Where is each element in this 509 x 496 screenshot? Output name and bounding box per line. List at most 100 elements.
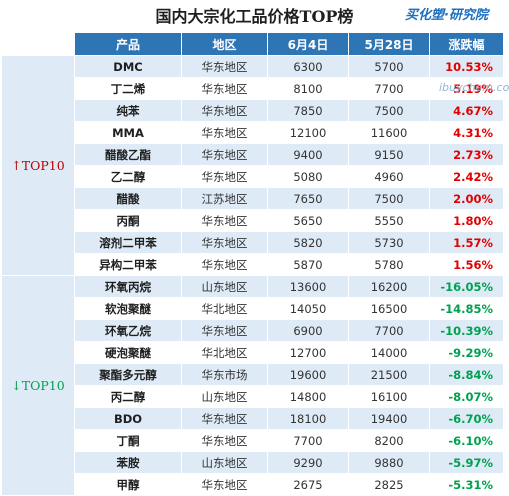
- price-jun4-cell: 12700: [267, 341, 349, 364]
- price-jun4-cell: 5080: [267, 165, 349, 188]
- table-row: 乙二醇 华东地区 5080 4960 2.42%: [2, 165, 504, 188]
- change-cell: 2.42%: [429, 165, 504, 188]
- product-cell: 软泡聚醚: [74, 297, 182, 320]
- header: 国内大宗化工品价格TOP榜 买化塑·研究院: [0, 0, 509, 31]
- region-cell: 江苏地区: [181, 187, 268, 210]
- group-label-up: ↑TOP10: [1, 55, 75, 276]
- region-cell: 华东地区: [181, 121, 268, 144]
- header-may28: 5月28日: [348, 32, 430, 56]
- price-jun4-cell: 14050: [267, 297, 349, 320]
- price-jun4-cell: 8100: [267, 77, 349, 100]
- table-row: ↓TOP10 环氧丙烷 山东地区 13600 16200 -16.05%: [1, 275, 504, 496]
- table-row: 硬泡聚醚 华北地区 12700 14000 -9.29%: [2, 341, 504, 364]
- price-may28-cell: 7700: [348, 319, 430, 342]
- region-cell: 华东地区: [181, 209, 268, 232]
- price-jun4-cell: 6900: [267, 319, 349, 342]
- change-cell: -10.39%: [429, 319, 504, 342]
- price-may28-cell: 8200: [348, 429, 430, 452]
- region-cell: 华东市场: [181, 363, 268, 386]
- watermark: ibuychem.com: [439, 81, 509, 94]
- table-row: 丙酮 华东地区 5650 5550 1.80%: [2, 209, 504, 232]
- region-cell: 华东地区: [181, 99, 268, 122]
- price-may28-cell: 14000: [348, 341, 430, 364]
- table-row: ↑TOP10 DMC 华东地区 6300 5700 10.53%: [1, 55, 504, 276]
- table-row: 丁酮 华东地区 7700 8200 -6.10%: [2, 429, 504, 452]
- product-cell: 硬泡聚醚: [74, 341, 182, 364]
- table-row: BDO 华东地区 18100 19400 -6.70%: [2, 407, 504, 430]
- change-cell: -6.70%: [429, 407, 504, 430]
- change-cell: -6.10%: [429, 429, 504, 452]
- price-may28-cell: 5550: [348, 209, 430, 232]
- product-cell: 纯苯: [74, 99, 182, 122]
- price-jun4-cell: 7850: [267, 99, 349, 122]
- change-cell: -16.05%: [429, 275, 504, 298]
- product-cell: 环氧乙烷: [74, 319, 182, 342]
- price-may28-cell: 19400: [348, 407, 430, 430]
- price-jun4-cell: 5820: [267, 231, 349, 254]
- price-jun4-cell: 2675: [267, 473, 349, 496]
- price-may28-cell: 7500: [348, 99, 430, 122]
- region-cell: 华北地区: [181, 297, 268, 320]
- region-cell: 华东地区: [181, 55, 268, 78]
- region-cell: 华东地区: [181, 143, 268, 166]
- region-cell: 山东地区: [181, 385, 268, 408]
- change-cell: 4.31%: [429, 121, 504, 144]
- price-jun4-cell: 18100: [267, 407, 349, 430]
- region-cell: 华东地区: [181, 429, 268, 452]
- product-cell: MMA: [74, 121, 182, 144]
- table-row: 异构二甲苯 华东地区 5870 5780 1.56%: [2, 253, 504, 276]
- group-label-down: ↓TOP10: [1, 275, 75, 496]
- table-row: 苯胺 山东地区 9290 9880 -5.97%: [2, 451, 504, 474]
- table-row: 醋酸 江苏地区 7650 7500 2.00%: [2, 187, 504, 210]
- header-change: 涨跌幅: [429, 32, 504, 56]
- region-cell: 华东地区: [181, 473, 268, 496]
- change-cell: -8.07%: [429, 385, 504, 408]
- price-may28-cell: 5730: [348, 231, 430, 254]
- change-cell: 1.57%: [429, 231, 504, 254]
- price-may28-cell: 16200: [348, 275, 430, 298]
- change-cell: 10.53%: [429, 55, 504, 78]
- price-jun4-cell: 12100: [267, 121, 349, 144]
- price-jun4-cell: 19600: [267, 363, 349, 386]
- region-cell: 华东地区: [181, 231, 268, 254]
- logo: 买化塑·研究院: [405, 8, 488, 23]
- change-cell: 2.00%: [429, 187, 504, 210]
- price-may28-cell: 5780: [348, 253, 430, 276]
- price-jun4-cell: 5870: [267, 253, 349, 276]
- change-cell: 4.67%: [429, 99, 504, 122]
- price-jun4-cell: 7700: [267, 429, 349, 452]
- region-cell: 华东地区: [181, 319, 268, 342]
- product-cell: 环氧丙烷: [74, 275, 182, 298]
- header-jun4: 6月4日: [267, 32, 349, 56]
- price-jun4-cell: 14800: [267, 385, 349, 408]
- corner-cell: [1, 32, 75, 56]
- product-cell: BDO: [74, 407, 182, 430]
- product-cell: 丁二烯: [74, 77, 182, 100]
- change-cell: -8.84%: [429, 363, 504, 386]
- table-row: 聚酯多元醇 华东市场 19600 21500 -8.84%: [2, 363, 504, 386]
- price-may28-cell: 7500: [348, 187, 430, 210]
- region-cell: 华东地区: [181, 77, 268, 100]
- product-cell: 甲醇: [74, 473, 182, 496]
- price-may28-cell: 9150: [348, 143, 430, 166]
- table-row: MMA 华东地区 12100 11600 4.31%: [2, 121, 504, 144]
- price-may28-cell: 11600: [348, 121, 430, 144]
- header-product: 产品: [74, 32, 182, 56]
- table-row: 丁二烯 华东地区 8100 7700 5.19%: [2, 77, 504, 100]
- product-cell: 异构二甲苯: [74, 253, 182, 276]
- price-may28-cell: 9880: [348, 451, 430, 474]
- product-cell: 醋酸: [74, 187, 182, 210]
- price-may28-cell: 16100: [348, 385, 430, 408]
- change-cell: -14.85%: [429, 297, 504, 320]
- region-cell: 华东地区: [181, 165, 268, 188]
- change-cell: -5.31%: [429, 473, 504, 496]
- price-jun4-cell: 5650: [267, 209, 349, 232]
- price-jun4-cell: 6300: [267, 55, 349, 78]
- table-row: 环氧乙烷 华东地区 6900 7700 -10.39%: [2, 319, 504, 342]
- table-body: ↑TOP10 DMC 华东地区 6300 5700 10.53% 丁二烯 华东地区 8100 77…: [1, 55, 504, 496]
- change-cell: 1.80%: [429, 209, 504, 232]
- table-row: 甲醇 华东地区 2675 2825 -5.31%: [2, 473, 504, 496]
- price-jun4-cell: 9400: [267, 143, 349, 166]
- product-cell: 溶剂二甲苯: [74, 231, 182, 254]
- product-cell: 丙二醇: [74, 385, 182, 408]
